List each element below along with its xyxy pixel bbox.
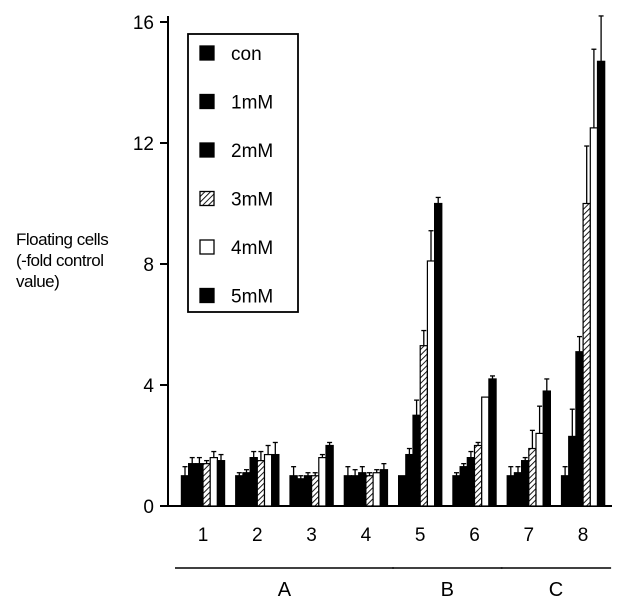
bar [568,435,577,507]
bar [412,414,421,507]
bars [180,15,606,507]
bar [365,475,374,507]
bar [296,478,306,507]
bar [195,463,204,507]
legend-swatch [199,287,215,304]
bar [488,378,497,507]
bar [209,457,218,507]
y-tick-label: 12 [133,134,154,155]
bar [419,345,429,507]
x-tick-label: 4 [361,525,372,546]
legend-box [187,33,299,313]
bar [350,475,360,507]
y-axis-label-line-3: value) [16,272,60,291]
bar [188,463,197,507]
legend-swatch [199,45,215,61]
bar [242,472,251,507]
x-tick-label: 3 [306,525,317,546]
legend-swatch [199,190,215,207]
y-tick-label: 0 [143,497,154,518]
y-tick-label: 8 [143,255,154,276]
y-axis-label-line-1: Floating cells [16,230,109,249]
y-axis-label: Floating cells (-fold control value) [16,229,109,292]
bar [398,475,407,507]
group-label: B [441,579,454,601]
x-tick-label: 1 [198,525,209,546]
bar [325,444,334,507]
bar [473,444,483,507]
y-tick-label: 16 [133,13,154,34]
bar [520,460,530,507]
bar [513,472,523,507]
legend-swatch [199,239,215,255]
legend-label: 4mM [231,238,273,259]
bar [216,460,226,507]
bar [379,469,389,507]
y-tick-label: 4 [143,376,154,397]
x-tick-label: 7 [524,525,535,546]
bar [589,127,599,507]
legend-swatch [199,142,215,158]
bar [459,466,468,507]
bar [560,475,570,507]
x-tick-label: 5 [415,525,426,546]
bar [311,475,320,507]
legend-label: 1mM [231,93,273,114]
bar [405,453,414,507]
legend: con 1mM 2mM 3mM 4mM 5mM [187,33,299,313]
bar [202,463,211,507]
bar [263,453,273,507]
bar [452,475,461,507]
legend-swatch [199,93,215,110]
group-label: A [278,579,292,601]
bar [358,472,367,507]
bar [481,396,490,507]
bar [249,457,258,507]
bar [343,475,353,507]
x-tick-label: 8 [578,525,589,546]
bar [289,475,298,507]
legend-label: 2mM [231,141,273,162]
bar [528,447,537,507]
bar [235,475,244,507]
bar [271,453,280,507]
bar [303,475,313,507]
bar [466,457,476,507]
bar [426,260,436,507]
bar [582,202,591,507]
bar [596,60,606,507]
bar [575,351,584,507]
group-label: C [549,579,563,601]
legend-label: con [231,44,262,65]
bar [535,432,544,507]
y-axis-label-line-2: (-fold control [16,251,104,270]
bar [506,475,516,507]
x-tick-label: 2 [252,525,263,546]
bar [434,202,443,507]
bar [372,472,381,507]
x-tick-label: 6 [469,525,480,546]
bar [256,460,266,507]
legend-label: 5mM [231,287,273,308]
bar [318,457,327,507]
legend-label: 3mM [231,190,273,211]
bar [180,475,190,507]
bar [542,390,552,507]
